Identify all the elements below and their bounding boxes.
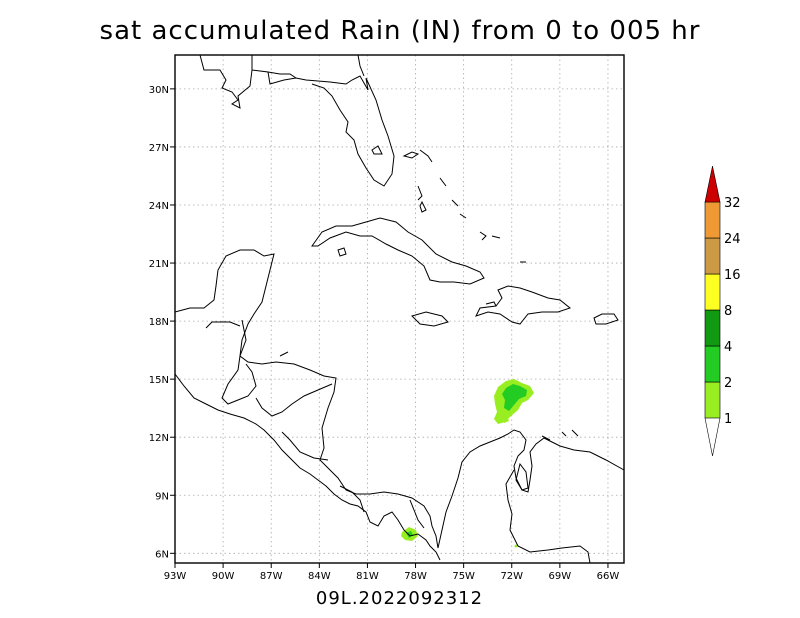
isle-of-youth <box>337 247 347 257</box>
colorbar-label: 8 <box>724 304 732 319</box>
colorbar-label: 32 <box>724 196 741 211</box>
bahamas-7 <box>459 213 467 219</box>
bahamas-2 <box>419 149 433 163</box>
map-frame <box>174 54 625 564</box>
coast-belize <box>239 319 247 357</box>
border-guatemala <box>205 321 257 405</box>
tick-label-lat: 9N <box>155 491 169 502</box>
border-colombia-venezuela <box>505 469 591 564</box>
tick-label-lon: 69W <box>549 571 572 582</box>
colorbar-label: 2 <box>724 376 732 391</box>
bahamas-8 <box>479 231 487 241</box>
colorbar-label: 4 <box>724 340 732 355</box>
coast-south-america <box>437 429 625 549</box>
tick-label-lat: 24N <box>149 201 169 212</box>
cuba <box>311 217 485 285</box>
colorbar-box <box>704 381 721 419</box>
colorbar-label: 1 <box>724 412 732 427</box>
tick-label-lat: 30N <box>149 85 169 96</box>
map-footer-id: 09L.2022092312 <box>315 588 484 609</box>
bahamas-1 <box>402 151 420 159</box>
coast-bay <box>267 71 297 79</box>
map-background <box>175 55 624 563</box>
tick-label-lon: 66W <box>597 571 620 582</box>
tick-label-lon: 72W <box>500 571 523 582</box>
lake-maracaibo <box>515 462 529 491</box>
colorbar-top-triangle <box>704 165 721 203</box>
coast-mexico-gulf <box>174 249 439 549</box>
tick-label-lon: 90W <box>212 571 235 582</box>
colorbar-box <box>704 237 721 275</box>
tick-label-lon: 84W <box>308 571 331 582</box>
tick-label-lat: 6N <box>155 549 169 560</box>
map-grid <box>174 55 624 563</box>
coast-honduras-bay <box>279 351 289 357</box>
colorbar-box <box>704 273 721 311</box>
tick-label-lat: 27N <box>149 143 169 154</box>
tick-label-lon: 78W <box>404 571 427 582</box>
border-colombia-panama <box>409 499 425 529</box>
bahamas-4 <box>419 200 427 213</box>
coastlines <box>174 54 625 564</box>
colorbar-label: 16 <box>724 268 741 283</box>
keys <box>371 145 383 155</box>
tick-label-lon: 93W <box>164 571 187 582</box>
bahamas-9 <box>491 235 501 239</box>
axis-ticks: 93W 90W 87W 84W 81W 78W 75W 72W 69W 66W 6N 9N 12N 15N… <box>149 85 620 582</box>
hispaniola <box>475 285 572 325</box>
tick-label-lat: 12N <box>149 433 169 444</box>
bahamas-5 <box>439 177 447 187</box>
border-costa-rica <box>339 485 365 513</box>
bahamas-3 <box>417 185 423 201</box>
bahamas-6 <box>451 199 459 207</box>
tick-label-lat: 18N <box>149 317 169 328</box>
coast-pacific <box>174 373 441 561</box>
coast-us-east <box>357 54 365 77</box>
tick-label-lon: 75W <box>452 571 475 582</box>
rain-area-east-core <box>502 384 527 411</box>
colorbar-label: 24 <box>724 232 741 247</box>
rain-speck <box>514 544 518 548</box>
tick-label-lat: 15N <box>149 375 169 386</box>
colorbar-box <box>704 201 721 239</box>
rain-shading <box>401 379 534 548</box>
rain-area-panama-core <box>406 531 413 538</box>
jamaica <box>411 311 449 327</box>
puerto-rico <box>593 313 619 325</box>
colorbar-bottom-triangle <box>704 417 721 457</box>
islands-aruba <box>541 429 579 441</box>
tick-label-lon: 81W <box>356 571 379 582</box>
gonave <box>485 301 497 307</box>
colorbar-box <box>704 345 721 383</box>
rain-area-east-small <box>502 416 509 423</box>
tick-label-lon: 87W <box>260 571 283 582</box>
map-title: sat accumulated Rain (IN) from 0 to 005 … <box>99 16 701 46</box>
colorbar-box <box>704 309 721 347</box>
tick-label-lat: 21N <box>149 259 169 270</box>
border-honduras <box>255 383 333 417</box>
border-nicaragua <box>281 431 329 461</box>
coast-us-gulf <box>199 54 395 187</box>
